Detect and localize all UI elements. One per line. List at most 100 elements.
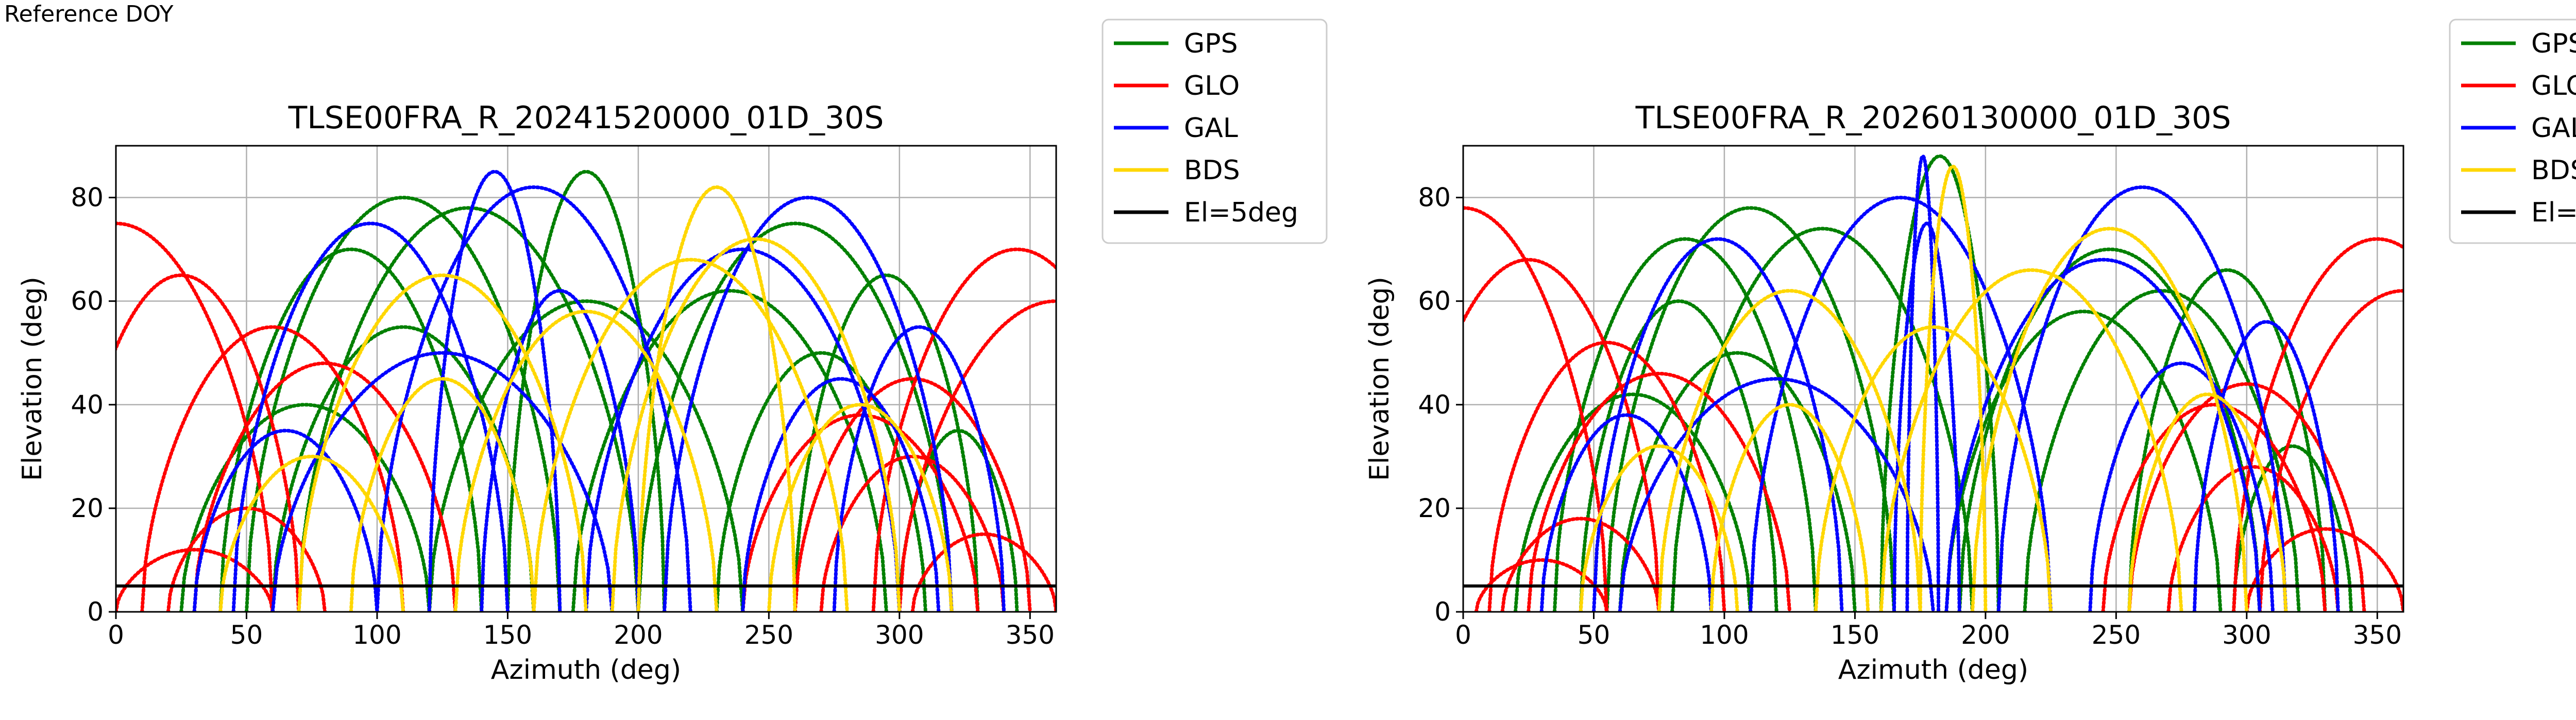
series-gps [179,169,1019,612]
chart-panel-1: 0 50 100 150 200 250 300 350 0 20 40 60 80 TLSE00FRA_… [17,19,1328,685]
satellite-track [1605,206,1896,612]
plot-area [116,169,1056,612]
satellite-track [1892,221,1961,612]
satellite-track [218,247,484,612]
satellite-track [2127,392,2288,612]
satellite-track [1513,392,1753,612]
legend-label: GLO [2531,71,2576,101]
satellite-track [505,169,667,612]
x-tick-label: 350 [1006,620,1055,650]
legend-label: GAL [2531,113,2576,144]
satellite-track [375,185,692,612]
legend-label: GLO [1184,71,1240,101]
y-tick-label: 80 [71,183,104,213]
legend-label: BDS [1184,155,1240,186]
satellite-track [1905,154,1941,612]
x-tick-label: 300 [2222,620,2271,650]
x-tick-label: 50 [230,620,263,650]
x-tick-label: 350 [2353,620,2402,650]
satellite-track [2245,527,2403,612]
axes-frame [1462,145,2404,613]
plot-area [1463,154,2403,612]
legend-label: GPS [2531,28,2576,59]
satellite-track [715,351,927,612]
satellite-track [636,221,954,612]
x-tick-label: 150 [1831,620,1879,650]
y-tick-label: 40 [71,390,104,420]
series-bds [218,185,954,612]
satellite-track [1527,371,1792,612]
satellite-track [1539,413,1714,612]
satellite-track [1579,444,1739,612]
satellite-track [116,547,275,612]
satellite-track [116,273,301,612]
axes-frame [115,145,1057,613]
chart-title: TLSE00FRA_R_20241520000_01D_30S [288,100,884,136]
satellite-track [192,428,379,612]
satellite-track [2232,237,2403,612]
figure-suptitle: Reference DOY [4,1,174,27]
x-tick-label: 250 [744,620,793,650]
satellite-track [1957,247,2262,612]
satellite-track [140,325,405,612]
satellite-track [741,376,941,612]
satellite-track [1749,196,2053,612]
legend: GPS GLO GAL BDS El=5deg [1101,19,1328,244]
x-tick-label: 200 [614,620,663,650]
satellite-track [166,506,327,612]
satellite-track [819,454,1006,612]
x-tick-label: 200 [1961,620,2010,650]
satellite-track [270,325,536,612]
satellite-track [897,299,1056,612]
x-tick-label: 150 [483,620,532,650]
y-tick-label: 0 [1434,597,1451,627]
satellite-track [427,169,562,612]
y-tick-label: 80 [1418,183,1451,213]
satellite-track [2023,289,2301,612]
satellite-track [910,532,1056,612]
satellite-track [453,310,719,612]
satellite-track [2101,403,2327,612]
x-tick-label: 0 [1455,620,1471,650]
satellite-track [116,221,275,612]
y-tick-label: 0 [87,597,104,627]
satellite-track [1463,258,1661,612]
satellite-track [832,325,1006,612]
legend-label: GAL [1184,113,1238,144]
y-axis-label: Elevation (deg) [1364,277,1395,481]
legend-box [2449,19,2576,244]
satellite-track [1552,237,1818,612]
legend-label: BDS [2531,155,2576,186]
satellite-track [663,196,954,612]
satellite-track [297,273,588,612]
series-bds [1579,164,2288,612]
satellite-track [1463,206,1609,612]
satellite-track [231,221,510,612]
legend-label: El=5deg [2531,197,2576,228]
y-tick-label: 40 [1418,390,1451,420]
x-tick-label: 250 [2092,620,2141,650]
x-tick-label: 300 [875,620,924,650]
satellite-track [1971,227,2249,612]
satellite-track [179,403,431,612]
satellite-track [584,247,902,612]
y-tick-label: 20 [1418,493,1451,523]
x-axis-label: Azimuth (deg) [1838,655,2028,685]
satellite-track [1592,237,1844,612]
satellite-track [2166,465,2340,612]
satellite-track [1814,325,2053,612]
satellite-track [1944,310,2223,612]
legend-label: GPS [1184,28,1238,59]
satellite-track [1918,164,1988,612]
satellite-track [480,289,640,612]
y-tick-label: 20 [71,493,104,523]
satellite-track [571,289,888,612]
satellite-track [218,454,405,612]
series-gal [192,169,1006,612]
satellite-track [1500,517,1661,612]
satellite-track [1996,185,2288,612]
satellite-track [1709,403,1870,612]
chart-panel-2: 0 50 100 150 200 250 300 350 0 20 40 60 80 TLSE00FRA_… [1364,19,2576,685]
x-tick-label: 100 [1700,620,1749,650]
satellite-track [1879,268,2183,612]
